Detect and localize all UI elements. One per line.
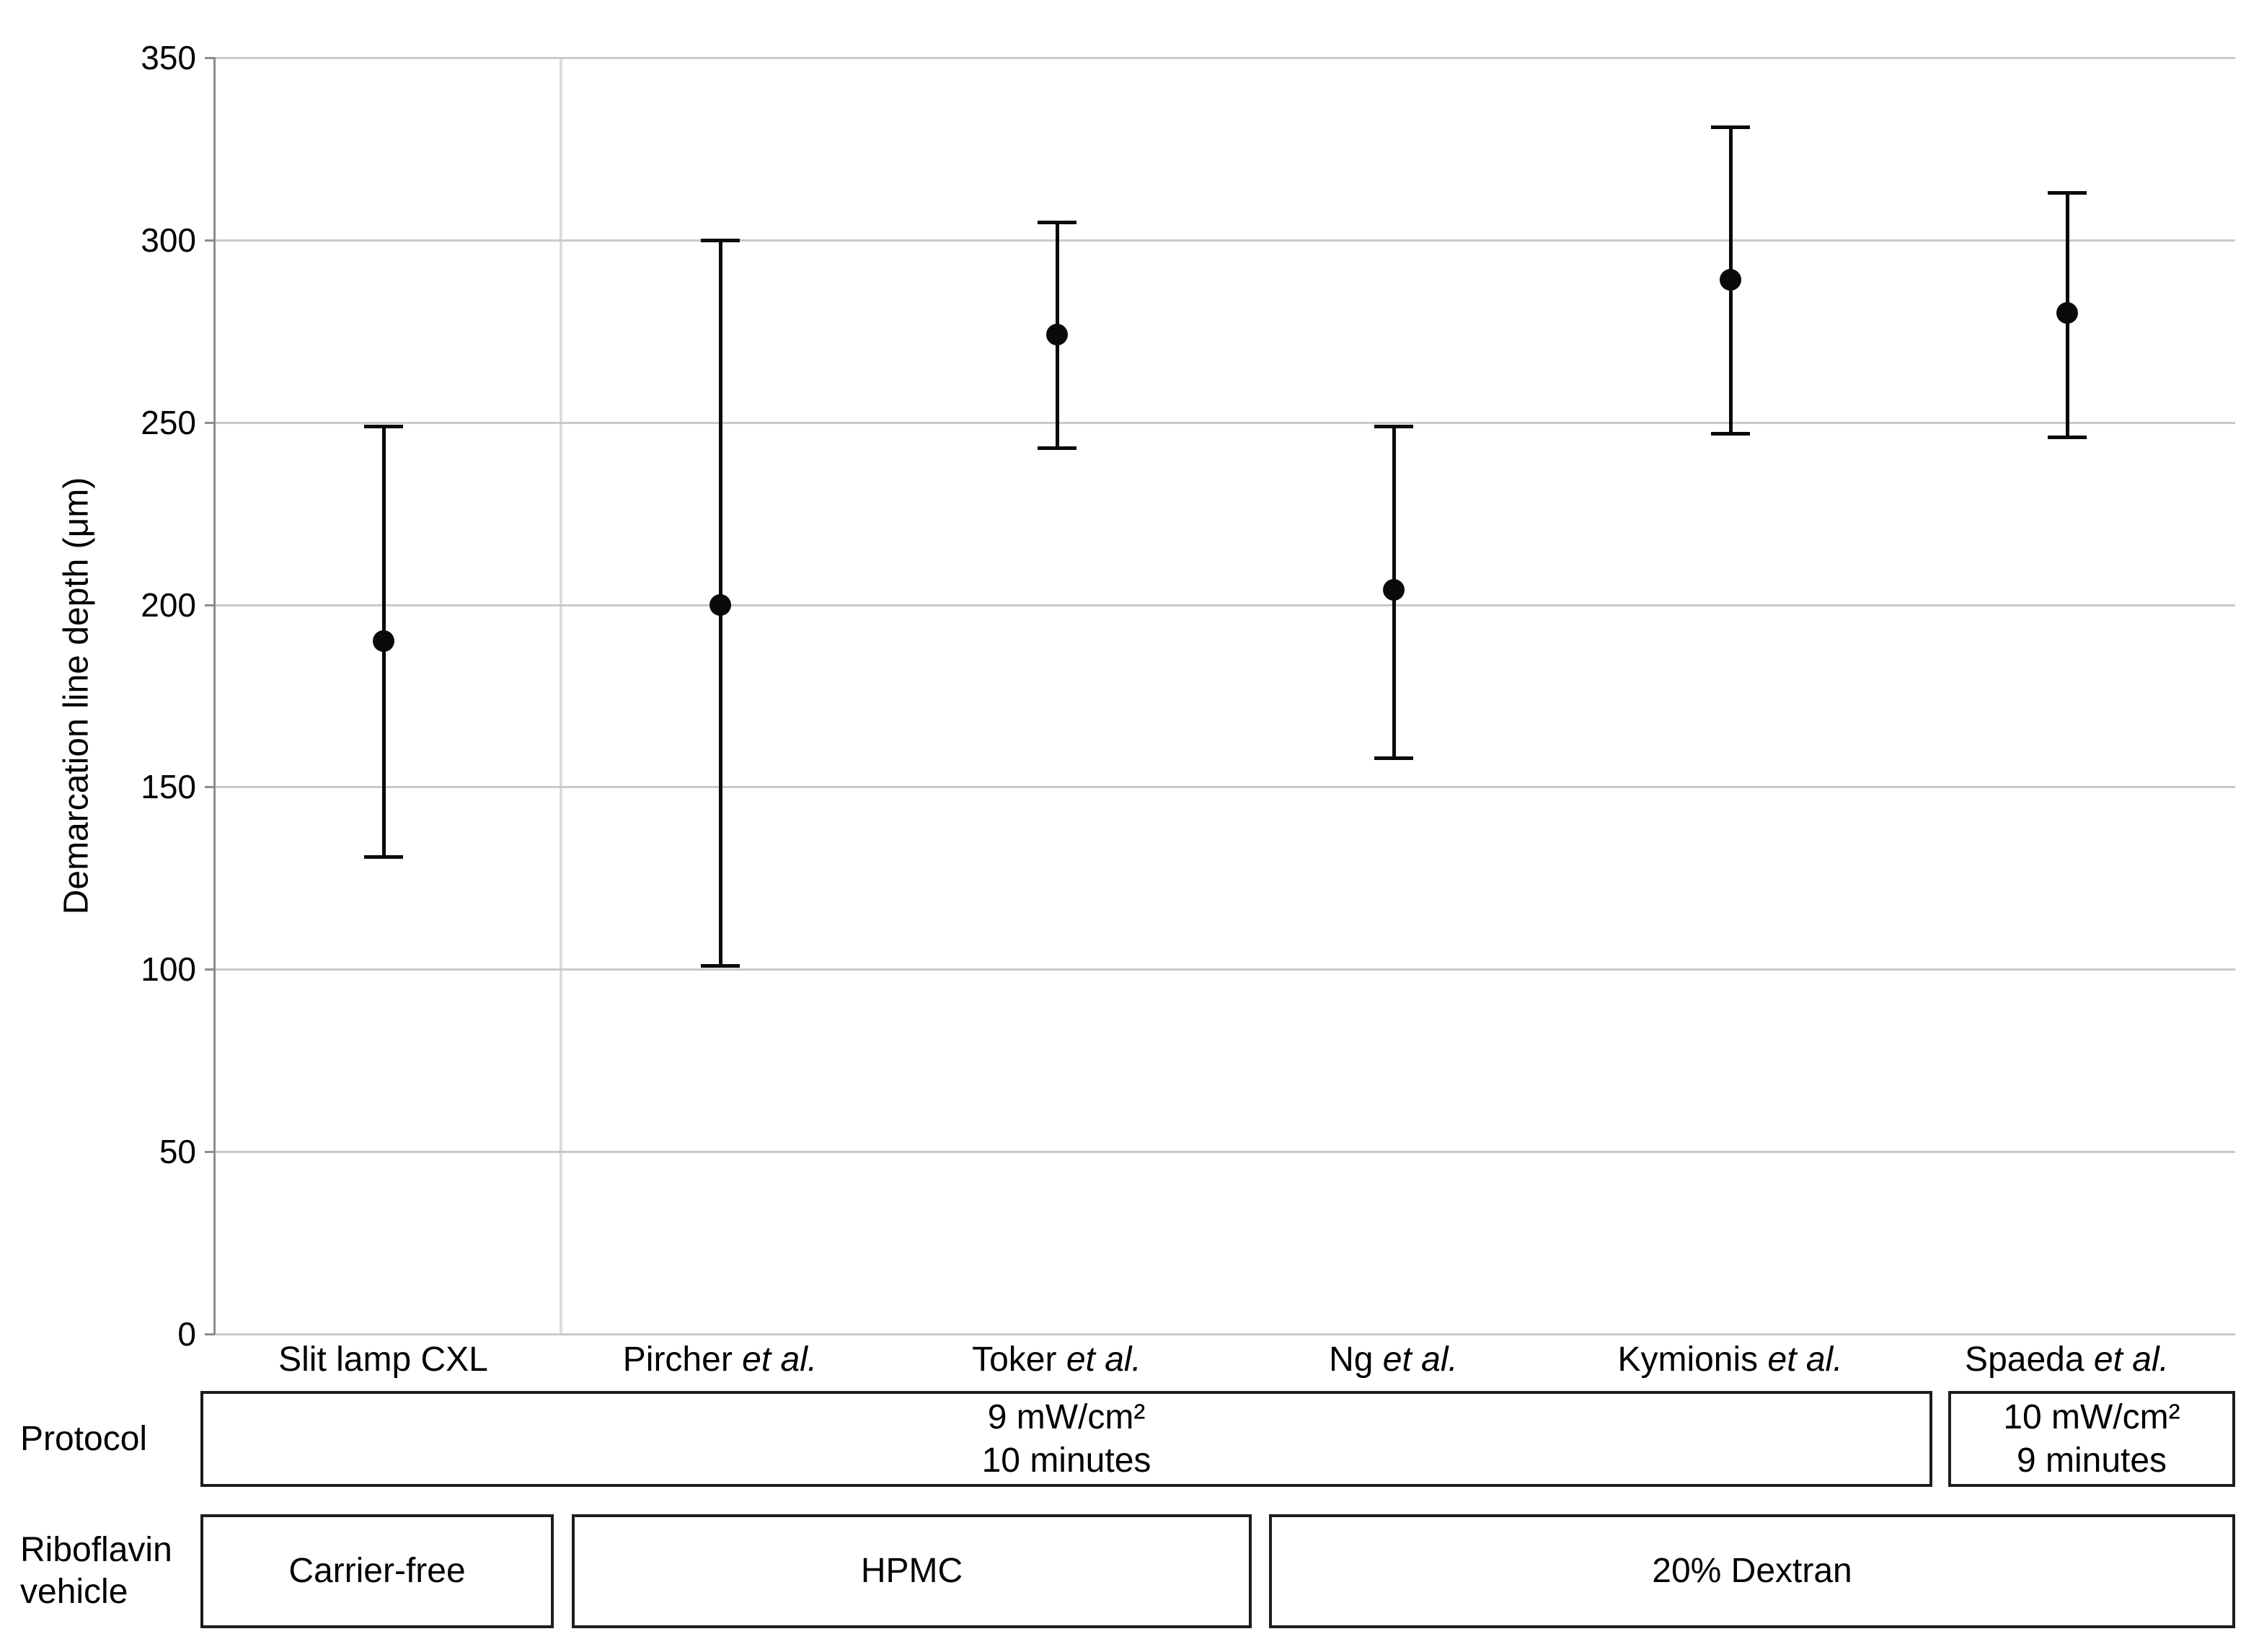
error-bar-cap-bottom: [363, 854, 403, 859]
x-label-6: Spaeda et al.: [1880, 1340, 2246, 1380]
x-label-text: Pircher: [622, 1340, 733, 1379]
vehicle-cell-1: Carrier-free: [200, 1514, 554, 1628]
gridline-y-150: [215, 786, 2235, 789]
x-label-et-al: et al.: [1056, 1340, 1141, 1379]
gridline-y-200: [215, 604, 2235, 606]
mean-dot: [1382, 579, 1405, 601]
x-label-et-al: et al.: [1758, 1340, 1843, 1379]
error-bar-cap-top: [700, 238, 740, 242]
error-bar-cap-bottom: [2047, 435, 2087, 439]
y-axis-tick-mark: [205, 1333, 215, 1335]
error-bar-cap-bottom: [1374, 756, 1413, 760]
error-bar-cap-bottom: [700, 964, 740, 968]
gridline-y-100: [215, 968, 2235, 971]
y-axis-tick-mark: [205, 968, 215, 971]
vehicle-cell-text: 20% Dextran: [1652, 1552, 1852, 1590]
vehicle-cell-text: Carrier-free: [288, 1552, 466, 1590]
x-label-text: Slit lamp CXL: [278, 1340, 488, 1379]
protocol-cell-text: 9 minutes: [2016, 1441, 2167, 1480]
gridline-y-350: [215, 57, 2235, 59]
error-bar-cap-top: [2047, 191, 2087, 195]
error-bar-cap-top: [1374, 424, 1413, 428]
protocol-cell-text: 10 mW/cm²: [2003, 1397, 2180, 1436]
error-bar-cap-top: [1037, 220, 1076, 224]
gridline-y-300: [215, 239, 2235, 242]
gridline-y-250: [215, 421, 2235, 424]
mean-dot: [372, 630, 394, 653]
x-label-et-al: et al.: [732, 1340, 818, 1379]
x-label-5: Kymionis et al.: [1543, 1340, 1918, 1380]
x-label-4: Ng et al.: [1206, 1340, 1581, 1380]
mean-dot: [1719, 269, 1741, 291]
x-label-text: Ng: [1329, 1340, 1374, 1379]
y-axis-tick-mark: [205, 421, 215, 424]
error-bar-cap-bottom: [1710, 431, 1750, 436]
x-label-text: Toker: [972, 1340, 1057, 1379]
y-tick-label: 100: [141, 950, 196, 989]
gridline-y-0: [215, 1333, 2235, 1335]
y-axis-tick-mark: [205, 604, 215, 606]
vehicle-row-label-line1: Riboflavin: [20, 1531, 172, 1569]
y-axis-tick-mark: [205, 57, 215, 59]
vehicle-row-label-line2: vehicle: [20, 1573, 128, 1611]
x-label-text: Spaeda: [1965, 1340, 2084, 1379]
mean-dot: [1045, 324, 1068, 346]
y-tick-label: 50: [159, 1133, 196, 1171]
protocol-cell-1: 9 mW/cm² 10 minutes: [200, 1391, 1932, 1487]
gridline-y-50: [215, 1151, 2235, 1154]
mean-dot: [709, 593, 731, 616]
y-axis-tick-mark: [205, 239, 215, 242]
protocol-row-label: Protocol: [20, 1391, 147, 1487]
y-tick-label: 250: [141, 403, 196, 441]
x-label-text: Kymionis: [1617, 1340, 1759, 1379]
x-label-1: Slit lamp CXL: [196, 1340, 571, 1380]
y-tick-label: 200: [141, 586, 196, 624]
error-bar-cap-bottom: [1037, 446, 1076, 451]
error-bar-cap-top: [1710, 125, 1750, 130]
y-tick-label: 350: [141, 39, 196, 76]
y-tick-label: 300: [141, 221, 196, 259]
protocol-cell-text: 10 minutes: [981, 1441, 1151, 1480]
vehicle-cell-text: HPMC: [860, 1552, 963, 1590]
group-separator-line: [560, 58, 562, 1334]
error-bar-cap-top: [363, 424, 403, 428]
x-label-et-al: et al.: [2084, 1340, 2169, 1379]
x-label-et-al: et al.: [1373, 1340, 1458, 1379]
protocol-cell-text: 9 mW/cm²: [987, 1397, 1146, 1436]
y-tick-label: 150: [141, 768, 196, 806]
y-tick-label: 0: [177, 1315, 196, 1353]
vehicle-row-label: Riboflavin vehicle: [20, 1514, 172, 1628]
y-axis-tick-mark: [205, 1151, 215, 1154]
x-label-3: Toker et al.: [870, 1340, 1244, 1380]
mean-dot: [2056, 302, 2078, 324]
y-axis-title: Demarcation line depth (μm): [57, 477, 96, 915]
vehicle-cell-3: 20% Dextran: [1269, 1514, 2235, 1628]
x-label-2: Pircher et al.: [533, 1340, 908, 1380]
y-axis-line: [213, 57, 216, 1335]
protocol-row-label-text: Protocol: [20, 1419, 148, 1458]
y-axis-tick-mark: [205, 786, 215, 789]
protocol-cell-2: 10 mW/cm² 9 minutes: [1948, 1391, 2235, 1487]
vehicle-cell-2: HPMC: [572, 1514, 1252, 1628]
